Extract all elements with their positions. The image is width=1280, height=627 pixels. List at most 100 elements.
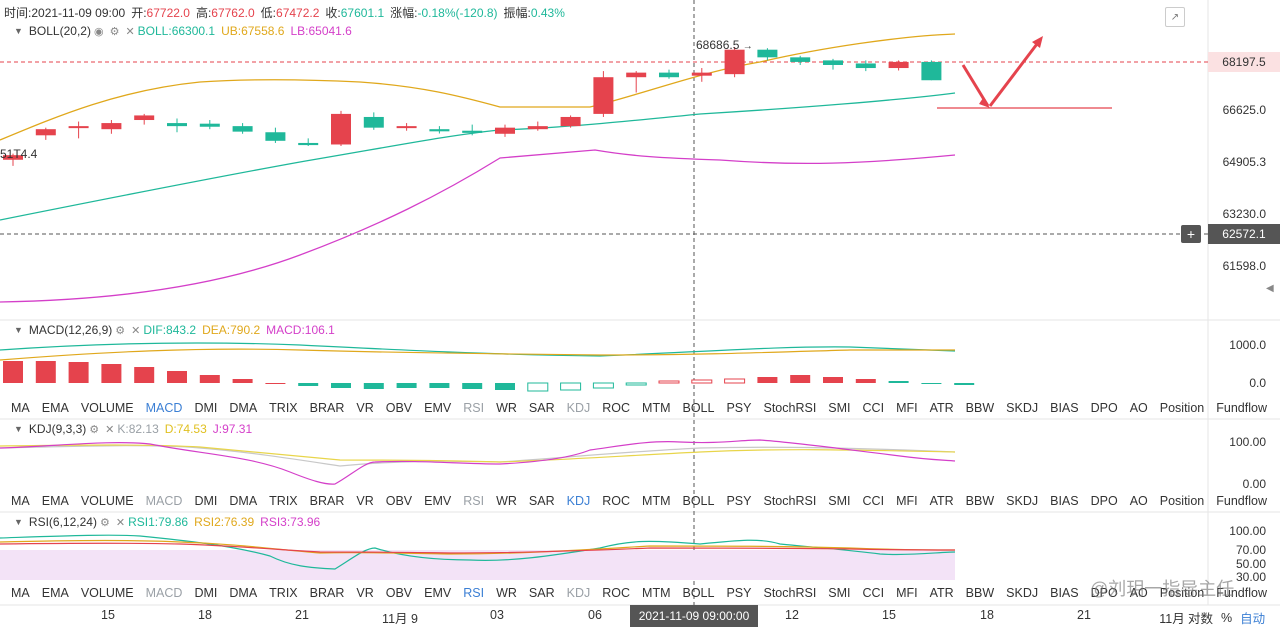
indicator-tab-mfi[interactable]: MFI [896,401,918,415]
indicator-tab-position[interactable]: Position [1159,586,1205,600]
indicator-tab-emv[interactable]: EMV [424,401,452,415]
indicator-tab-position[interactable]: Position [1159,401,1205,415]
indicator-tab-emv[interactable]: EMV [424,494,452,508]
indicator-tab-brar[interactable]: BRAR [309,401,345,415]
indicator-tab-position[interactable]: Position [1159,494,1205,508]
gear-icon[interactable]: ⚙ [115,324,126,337]
indicator-tab-wr[interactable]: WR [496,494,517,508]
indicator-tab-brar[interactable]: BRAR [309,494,345,508]
indicator-tab-wr[interactable]: WR [496,401,517,415]
indicator-tab-stochrsi[interactable]: StochRSI [763,586,817,600]
indicator-tab-atr[interactable]: ATR [929,586,954,600]
indicator-tab-kdj[interactable]: KDJ [566,586,591,600]
auto-scale-toggle[interactable]: 自动 [1240,612,1266,626]
indicator-tab-dmi[interactable]: DMI [194,494,218,508]
indicator-tab-obv[interactable]: OBV [385,401,413,415]
indicator-tab-boll[interactable]: BOLL [682,401,715,415]
indicator-tab-fundflow[interactable]: Fundflow [1216,586,1267,600]
indicator-tab-rsi[interactable]: RSI [463,586,485,600]
close-icon[interactable]: ✕ [115,516,126,529]
indicator-tab-volume[interactable]: VOLUME [80,586,134,600]
percent-scale-toggle[interactable]: % [1221,610,1233,625]
indicator-tab-dmi[interactable]: DMI [194,401,218,415]
gear-icon[interactable]: ⚙ [99,516,110,529]
indicator-tab-smi[interactable]: SMI [828,494,851,508]
indicator-tab-dpo[interactable]: DPO [1090,401,1118,415]
indicator-tab-sar[interactable]: SAR [528,586,555,600]
indicator-tab-rsi[interactable]: RSI [463,401,485,415]
indicator-tab-cci[interactable]: CCI [862,494,885,508]
indicator-tab-mfi[interactable]: MFI [896,586,918,600]
indicator-tab-bias[interactable]: BIAS [1050,586,1079,600]
expand-left-chevron-icon[interactable]: ◀ [1266,283,1274,294]
indicator-tab-vr[interactable]: VR [356,586,374,600]
indicator-tab-volume[interactable]: VOLUME [80,401,134,415]
indicator-tab-atr[interactable]: ATR [929,494,954,508]
indicator-tab-macd[interactable]: MACD [145,494,183,508]
gear-icon[interactable]: ⚙ [89,423,100,436]
eye-icon[interactable]: ◉ [93,25,104,38]
indicator-tab-kdj[interactable]: KDJ [566,401,591,415]
indicator-tab-trix[interactable]: TRIX [269,401,298,415]
indicator-tab-dma[interactable]: DMA [229,586,258,600]
indicator-tab-mtm[interactable]: MTM [642,586,671,600]
indicator-tab-psy[interactable]: PSY [726,401,752,415]
indicator-tab-sar[interactable]: SAR [528,494,555,508]
indicator-tab-macd[interactable]: MACD [145,401,183,415]
indicator-tab-brar[interactable]: BRAR [309,586,345,600]
indicator-tab-bbw[interactable]: BBW [965,401,995,415]
indicator-tab-dmi[interactable]: DMI [194,586,218,600]
indicator-tab-vr[interactable]: VR [356,494,374,508]
indicator-tab-dma[interactable]: DMA [229,494,258,508]
indicator-tab-sar[interactable]: SAR [528,401,555,415]
indicator-tab-volume[interactable]: VOLUME [80,494,134,508]
indicator-tab-fundflow[interactable]: Fundflow [1216,401,1267,415]
indicator-tab-kdj[interactable]: KDJ [566,494,591,508]
collapse-chevron-icon[interactable]: ▼ [14,26,23,36]
indicator-tab-vr[interactable]: VR [356,401,374,415]
indicator-tab-ma[interactable]: MA [11,586,30,600]
indicator-tab-ema[interactable]: EMA [41,494,69,508]
indicator-tab-macd[interactable]: MACD [145,586,183,600]
indicator-tab-smi[interactable]: SMI [828,586,851,600]
indicator-tab-bbw[interactable]: BBW [965,494,995,508]
close-icon[interactable]: ✕ [105,423,115,436]
indicator-tab-ao[interactable]: AO [1129,494,1148,508]
indicator-tab-stochrsi[interactable]: StochRSI [763,494,817,508]
gear-icon[interactable]: ⚙ [109,25,120,38]
indicator-tab-cci[interactable]: CCI [862,401,885,415]
indicator-tab-fundflow[interactable]: Fundflow [1216,494,1267,508]
indicator-tab-stochrsi[interactable]: StochRSI [763,401,817,415]
indicator-tab-trix[interactable]: TRIX [269,586,298,600]
indicator-tab-skdj[interactable]: SKDJ [1006,586,1039,600]
indicator-tab-ao[interactable]: AO [1129,586,1148,600]
indicator-tab-ema[interactable]: EMA [41,401,69,415]
close-icon[interactable]: ✕ [131,324,141,337]
indicator-tab-mtm[interactable]: MTM [642,401,671,415]
collapse-chevron-icon[interactable]: ▼ [14,325,23,335]
indicator-tab-ema[interactable]: EMA [41,586,69,600]
close-icon[interactable]: ✕ [125,25,135,38]
indicator-tab-emv[interactable]: EMV [424,586,452,600]
indicator-tab-atr[interactable]: ATR [929,401,954,415]
indicator-tab-ma[interactable]: MA [11,401,30,415]
log-scale-toggle[interactable]: 对数 [1188,612,1214,626]
indicator-tab-smi[interactable]: SMI [828,401,851,415]
indicator-tab-cci[interactable]: CCI [862,586,885,600]
fullscreen-icon[interactable]: ↗ [1165,7,1185,27]
indicator-tab-trix[interactable]: TRIX [269,494,298,508]
indicator-tab-roc[interactable]: ROC [602,494,631,508]
indicator-tab-mfi[interactable]: MFI [896,494,918,508]
collapse-chevron-icon[interactable]: ▼ [14,424,23,434]
indicator-tab-obv[interactable]: OBV [385,586,413,600]
indicator-tab-boll[interactable]: BOLL [682,494,715,508]
indicator-tab-skdj[interactable]: SKDJ [1006,494,1039,508]
indicator-tab-psy[interactable]: PSY [726,586,752,600]
indicator-tab-bias[interactable]: BIAS [1050,494,1079,508]
indicator-tab-bias[interactable]: BIAS [1050,401,1079,415]
indicator-tab-rsi[interactable]: RSI [463,494,485,508]
indicator-tab-dma[interactable]: DMA [229,401,258,415]
indicator-tab-roc[interactable]: ROC [602,401,631,415]
indicator-tab-bbw[interactable]: BBW [965,586,995,600]
